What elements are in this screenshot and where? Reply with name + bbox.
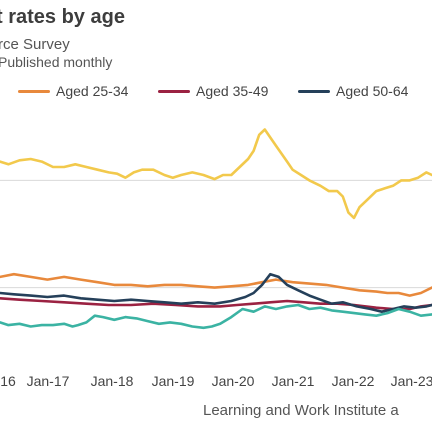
- legend-swatch-aged-25-34: [18, 89, 50, 93]
- chart-title: t rates by age: [0, 6, 125, 28]
- line-chart: 16 Jan-17 Jan-18 Jan-19 Jan-20 Jan-21 Jan-22 Ja…: [0, 128, 432, 389]
- x-tick-label: Jan-23: [391, 373, 432, 389]
- legend-label-aged-35-49: Aged 35-49: [196, 83, 269, 99]
- x-tick-label: Jan-21: [272, 373, 315, 389]
- series-line-young: [0, 128, 432, 220]
- legend-label-aged-50-64: Aged 50-64: [336, 83, 409, 99]
- x-tick-label: Jan-18: [91, 373, 134, 389]
- source-credit: Learning and Work Institute a: [203, 402, 399, 419]
- series-line-other: [0, 303, 432, 330]
- series-line-aged_35_49: [0, 297, 432, 311]
- chart-legend: Aged 25-34 Aged 35-49 Aged 50-64: [0, 80, 432, 102]
- x-tick-label: Jan-20: [212, 373, 255, 389]
- legend-item-aged-25-34: Aged 25-34: [18, 80, 128, 102]
- legend-swatch-aged-35-49: [158, 89, 190, 93]
- series-line-aged_50_64: [0, 272, 432, 313]
- legend-label-aged-25-34: Aged 25-34: [56, 83, 129, 99]
- chart-frequency-note: Published monthly: [0, 54, 113, 70]
- x-tick-label: Jan-17: [27, 373, 70, 389]
- legend-item-aged-35-49: Aged 35-49: [158, 80, 268, 102]
- x-tick-label: 16: [0, 373, 16, 389]
- legend-item-aged-50-64: Aged 50-64: [298, 80, 408, 102]
- series-line-aged_25_34: [0, 272, 432, 297]
- legend-swatch-aged-50-64: [298, 89, 330, 93]
- x-tick-label: Jan-19: [152, 373, 195, 389]
- x-tick-label: Jan-22: [332, 373, 375, 389]
- chart-subtitle: rce Survey: [0, 36, 70, 53]
